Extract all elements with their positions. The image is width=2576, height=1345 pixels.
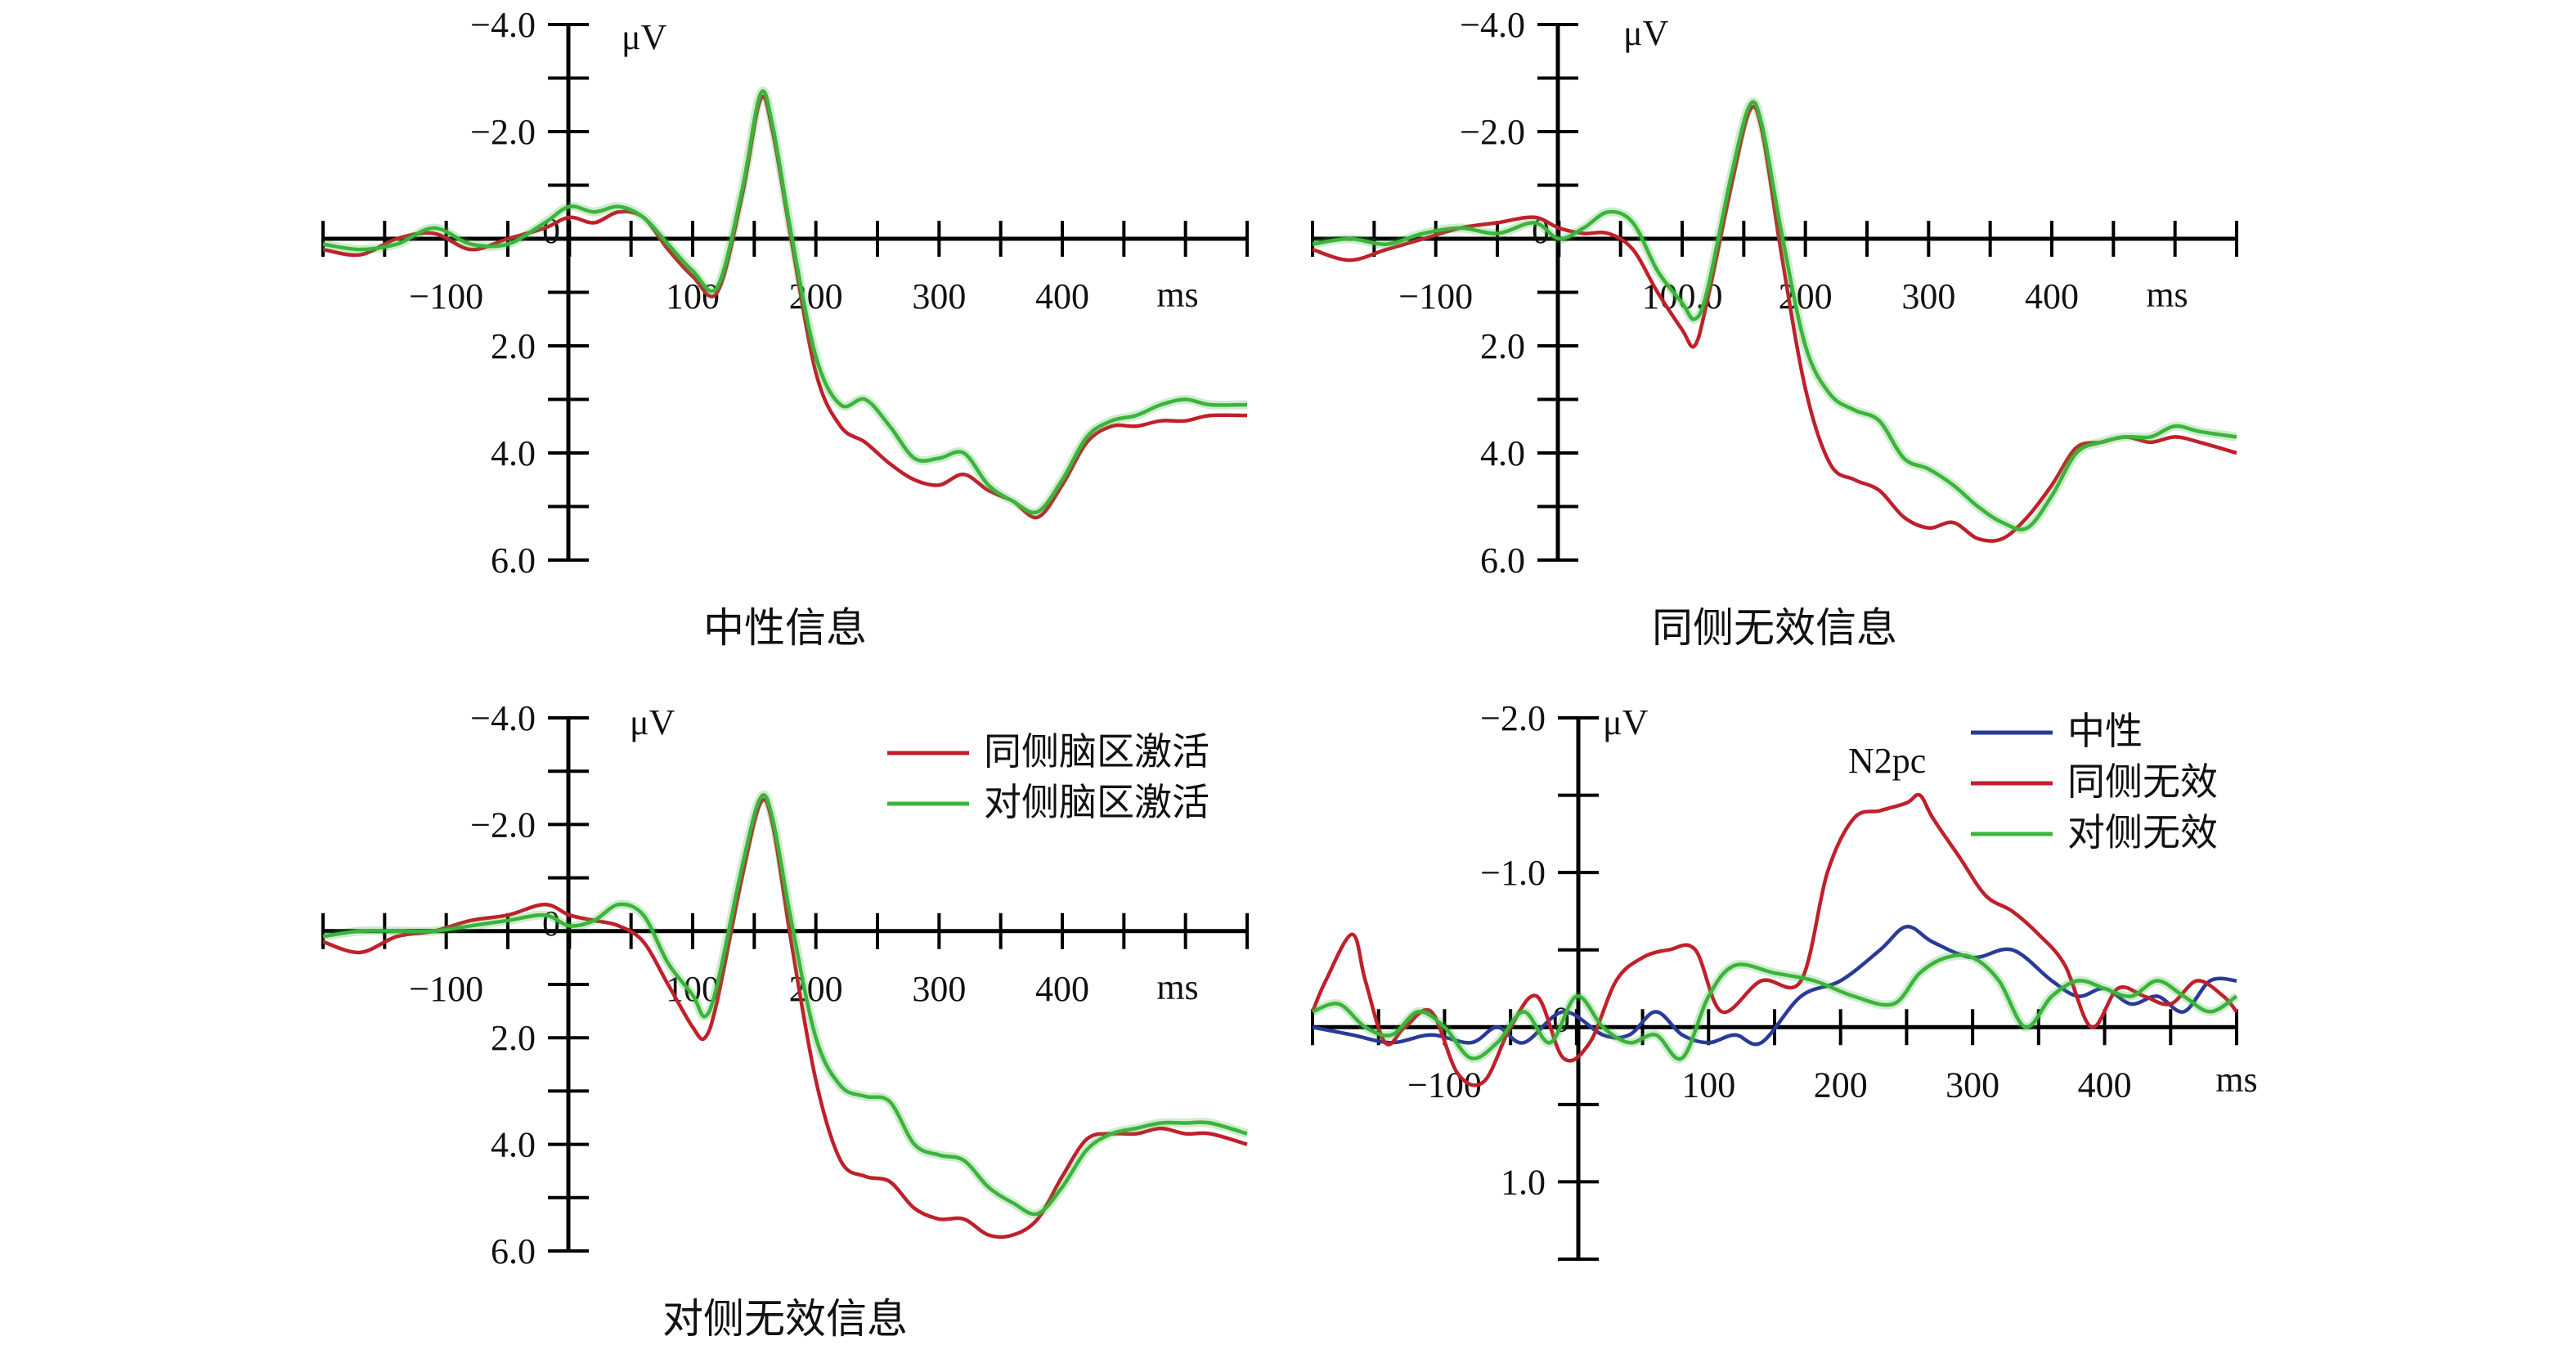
x-unit-label: ms [2215, 1060, 2257, 1100]
y-tick-label: −2.0 [1460, 112, 1525, 152]
y-unit-label: μV [630, 702, 675, 742]
x-tick-label: 300 [1901, 276, 1955, 316]
x-tick-label: 400 [1035, 276, 1089, 316]
y-tick-label: 4.0 [491, 1125, 536, 1165]
x-unit-label: ms [1156, 275, 1198, 315]
y-tick-label: 2.0 [491, 326, 536, 366]
erp-panel-2: −100 100.0 200 300 400−4.0−2.002.04.06.0μVms… [1311, 5, 2238, 652]
panel-caption: 对侧无效信息 [662, 1295, 908, 1343]
legend-label: 同侧无效 [2067, 760, 2218, 804]
y-tick-label: −4.0 [470, 5, 536, 45]
legend-label: 同侧脑区激活 [984, 729, 1209, 773]
erp-panel-3: −100 100 200 300 400−4.0−2.002.04.06.0μVms对侧… [321, 698, 1249, 1343]
y-unit-label: μV [1623, 13, 1669, 53]
series-line-contra [322, 89, 1248, 515]
x-tick-label: 200 [1814, 1065, 1868, 1105]
panel-caption: 中性信息 [703, 604, 867, 652]
x-tick-label: 400 [1035, 969, 1089, 1009]
y-tick-label: 6.0 [491, 1231, 536, 1271]
series-line-ipsi [1312, 105, 2237, 543]
legend-label: 对侧无效 [2067, 810, 2218, 854]
x-tick-label: 400 [2025, 276, 2079, 316]
x-tick-label: −100 [409, 969, 483, 1009]
series-line-ipsi [322, 797, 1248, 1240]
y-tick-label: 4.0 [491, 433, 536, 473]
y-tick-label: −2.0 [470, 112, 536, 152]
x-unit-label: ms [2146, 275, 2188, 315]
x-tick-label: 300 [1945, 1065, 1999, 1105]
y-unit-label: μV [1603, 702, 1649, 742]
y-tick-label: 1.0 [1501, 1162, 1546, 1202]
x-tick-label: 100 [1681, 1065, 1735, 1105]
x-tick-label: 300 [912, 969, 966, 1009]
y-tick-label: 4.0 [1480, 433, 1525, 473]
y-tick-label: −2.0 [1480, 698, 1546, 738]
y-tick-label: −4.0 [1460, 5, 1525, 45]
panel-caption: 同侧无效信息 [1652, 604, 1897, 652]
y-tick-label: −1.0 [1480, 853, 1546, 893]
x-tick-label: 400 [2078, 1065, 2132, 1105]
n2pc-annotation: N2pc [1848, 741, 1926, 781]
x-tick-label: −100 [1398, 276, 1473, 316]
series-line-contra [1312, 953, 2238, 1061]
erp-panel-1: −100 100 200 300 400−4.0−2.002.04.06.0μVms中性… [321, 5, 1249, 652]
y-tick-label: −4.0 [470, 698, 536, 738]
y-tick-label: 2.0 [1480, 326, 1525, 366]
x-tick-label: 300 [912, 276, 966, 316]
series-line-contra [1312, 100, 2237, 531]
legend-label: 中性 [2067, 709, 2143, 753]
y-tick-label: 6.0 [491, 540, 536, 581]
erp-panel-4: −100 100 200 300 400−2.0−1.001.0μVmsN2pc中性同侧… [1310, 698, 2258, 1261]
y-tick-label: −2.0 [470, 805, 536, 845]
x-tick-label: −100 [409, 276, 483, 316]
y-tick-label: 6.0 [1480, 540, 1525, 581]
x-unit-label: ms [1156, 967, 1198, 1007]
series-line-contra [322, 792, 1248, 1217]
legend-label: 对侧脑区激活 [984, 780, 1209, 824]
y-tick-label: 0 [542, 903, 560, 944]
y-tick-label: 2.0 [491, 1018, 536, 1058]
y-unit-label: μV [622, 17, 667, 57]
